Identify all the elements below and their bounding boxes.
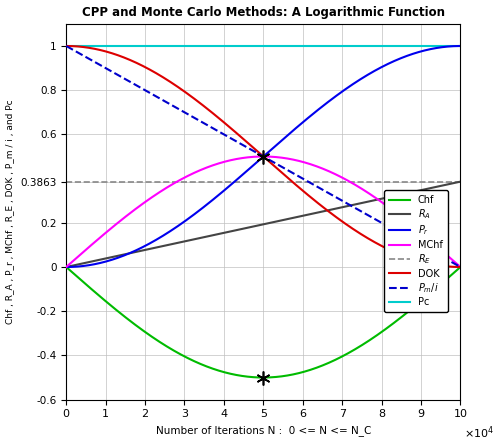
Legend: Chf, $R_A$, $P_r$, MChf, $R_E$, DOK, $P_m / i$, Pc: Chf, $R_A$, $P_r$, MChf, $R_E$, DOK, $P_… [384,190,448,312]
Text: $\times10^4$: $\times10^4$ [464,424,494,440]
Title: CPP and Monte Carlo Methods: A Logarithmic Function: CPP and Monte Carlo Methods: A Logarithm… [82,6,445,19]
X-axis label: Number of Iterations N :  0 <= N <= N_C: Number of Iterations N : 0 <= N <= N_C [156,425,371,436]
Y-axis label: Chf , R_A , P_r , MChf , R_E , DOK , P_m / i , and Pc: Chf , R_A , P_r , MChf , R_E , DOK , P_m… [6,99,15,324]
